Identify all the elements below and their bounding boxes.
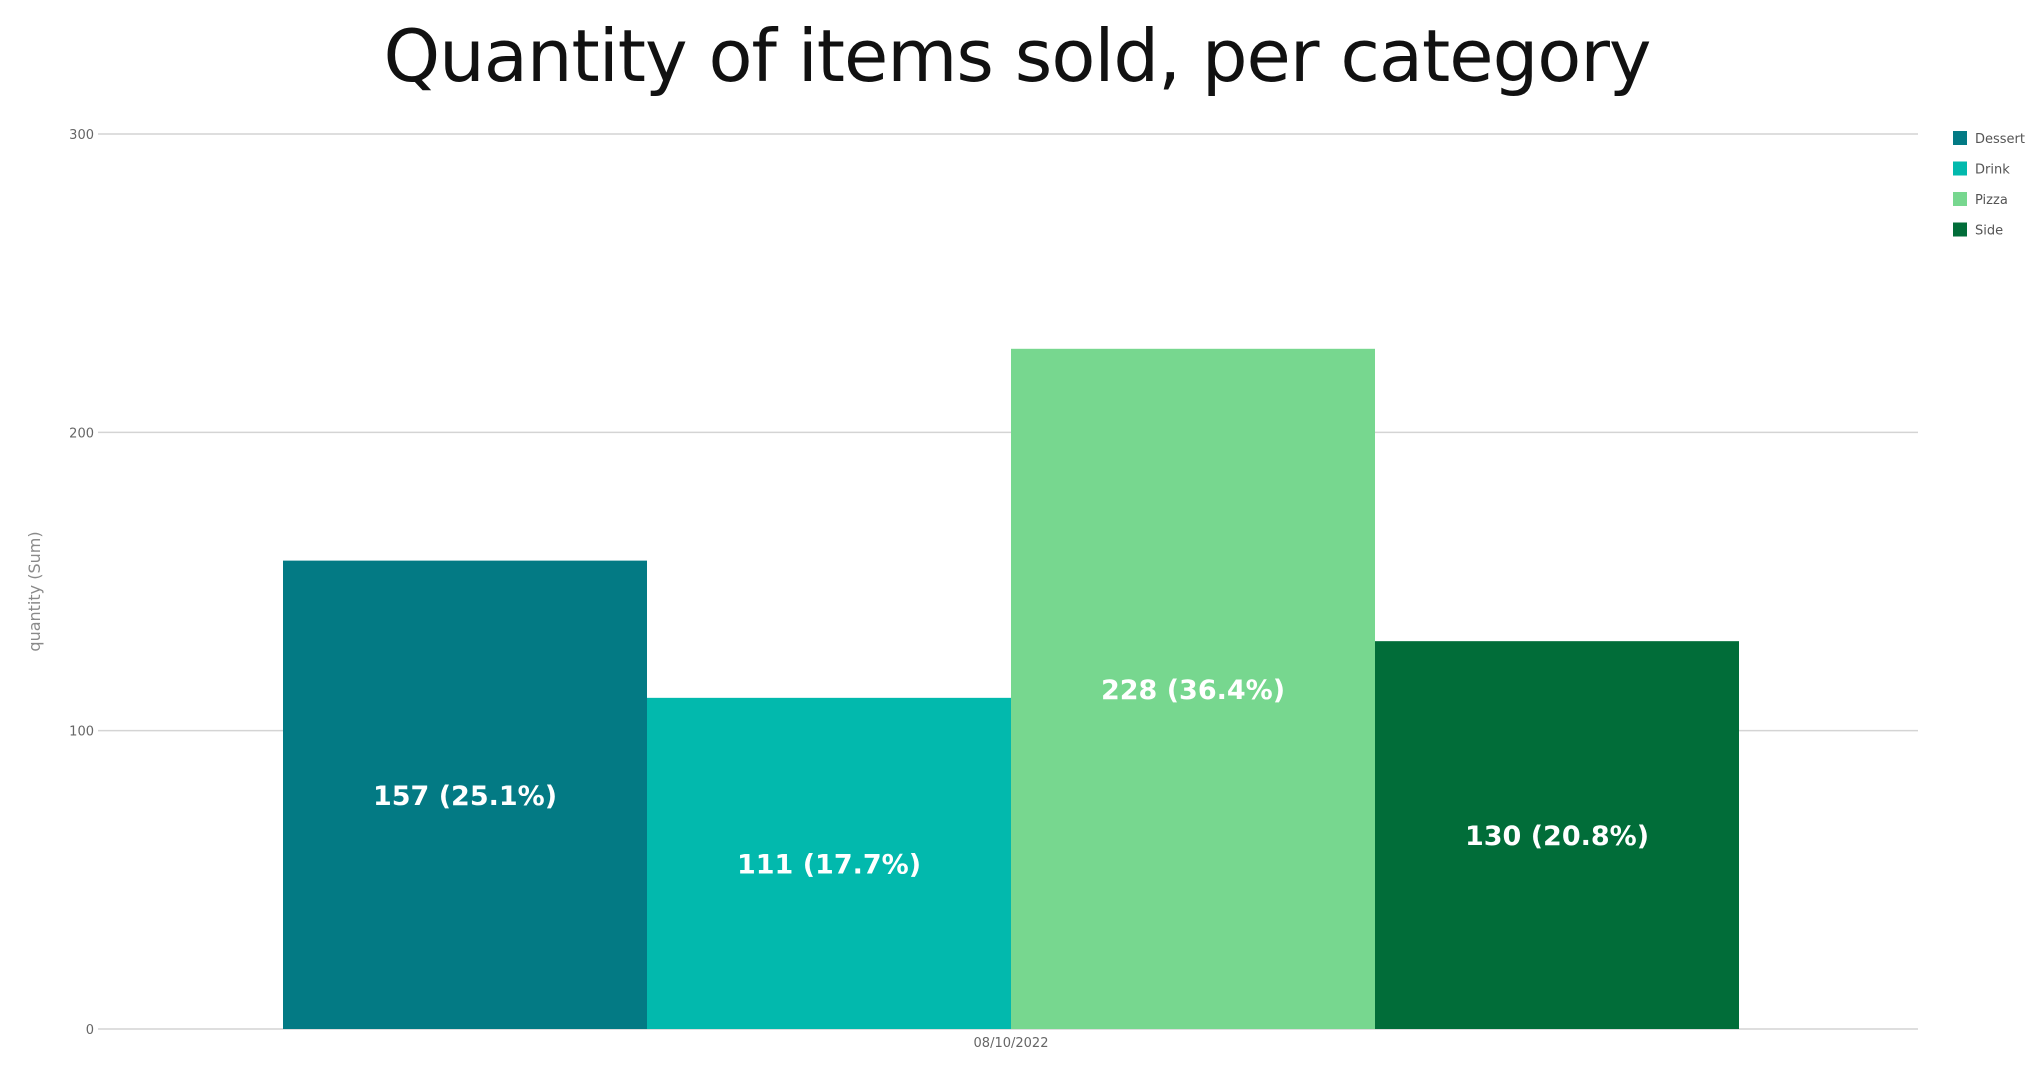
bar-labels: 157 (25.1%) 111 (17.7%) 228 (36.4%) 130 (20… (373, 675, 1649, 881)
axes: 0 100 200 300 quantity (Sum) 08/10/2022 (25, 128, 1048, 1051)
y-tick-label: 0 (86, 1023, 94, 1038)
y-tick-label: 300 (69, 128, 94, 143)
bar-side[interactable] (1375, 641, 1739, 1029)
chart-title: Quantity of items sold, per category (383, 14, 1651, 98)
legend-label[interactable]: Pizza (1975, 193, 2008, 208)
bar-pizza[interactable] (1011, 348, 1375, 1029)
y-tick-label: 200 (69, 426, 94, 441)
legend-label[interactable]: Drink (1975, 163, 2010, 178)
bar-dessert[interactable] (283, 560, 647, 1029)
legend-label[interactable]: Dessert (1975, 132, 2025, 147)
legend-swatch[interactable] (1953, 131, 1967, 145)
y-tick-label: 100 (69, 725, 94, 740)
x-tick-label: 08/10/2022 (974, 1036, 1049, 1051)
bar-drink[interactable] (647, 697, 1011, 1029)
bar-data-label: 157 (25.1%) (373, 781, 557, 812)
y-axis-title: quantity (Sum) (25, 531, 44, 651)
legend-label[interactable]: Side (1975, 224, 2003, 239)
bar-data-label: 228 (36.4%) (1101, 675, 1285, 706)
bar-data-label: 111 (17.7%) (737, 849, 921, 880)
legend[interactable]: Dessert Drink Pizza Side (1953, 131, 2025, 239)
legend-swatch[interactable] (1953, 192, 1967, 206)
legend-swatch[interactable] (1953, 161, 1967, 176)
bar-data-label: 130 (20.8%) (1465, 821, 1649, 852)
bars (283, 348, 1739, 1029)
legend-swatch[interactable] (1953, 222, 1967, 237)
